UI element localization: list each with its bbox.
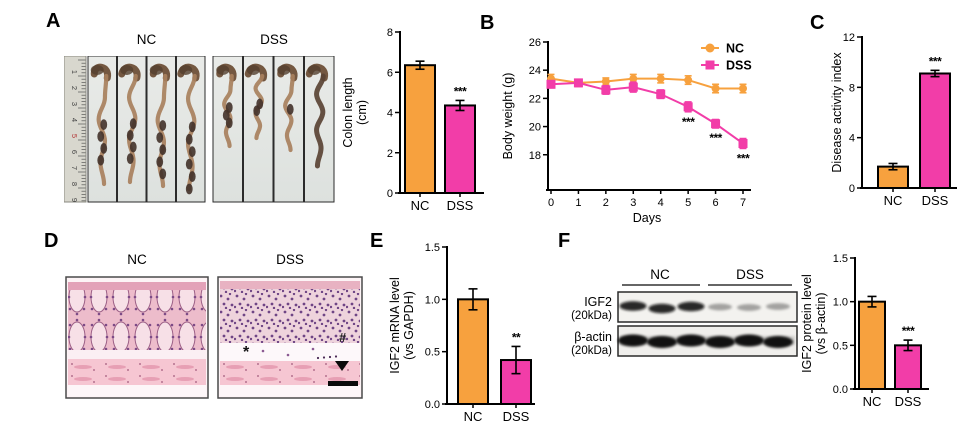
panel-e-label: E — [370, 230, 384, 252]
colon-photographs: 1 2 3 4 5 6 7 8 9 — [64, 56, 335, 203]
svg-text:6: 6 — [387, 67, 393, 79]
svg-text:9: 9 — [70, 198, 79, 202]
svg-text:(cm): (cm) — [355, 100, 369, 125]
panel-d-label: D — [44, 230, 59, 252]
svg-text:(20kDa): (20kDa) — [571, 345, 612, 357]
svg-text:5: 5 — [70, 134, 79, 138]
svg-text:18: 18 — [529, 150, 541, 162]
panel-c-label: C — [810, 12, 825, 34]
svg-text:DSS: DSS — [895, 394, 922, 409]
svg-text:6: 6 — [70, 150, 79, 154]
svg-text:20: 20 — [529, 122, 541, 134]
svg-text:DSS: DSS — [726, 59, 752, 73]
svg-text:0.0: 0.0 — [833, 384, 848, 396]
svg-text:1.5: 1.5 — [833, 253, 848, 265]
svg-text:0.0: 0.0 — [425, 399, 440, 411]
colon-length-chart: Colon length (cm) 0 2 4 6 8 NC *** DSS — [341, 27, 484, 213]
dai-chart: Disease activity index 0 4 8 12 NC *** DSS — [830, 32, 957, 208]
svg-text:3: 3 — [630, 197, 636, 209]
edema-star-annotation: * — [243, 344, 250, 361]
scale-bar — [328, 381, 358, 386]
svg-text:2: 2 — [603, 197, 609, 209]
svg-text:Colon length: Colon length — [341, 77, 355, 147]
svg-text:6: 6 — [713, 197, 719, 209]
svg-text:4: 4 — [658, 197, 664, 209]
svg-text:0.5: 0.5 — [425, 347, 440, 359]
svg-text:NC: NC — [411, 198, 430, 213]
panel-a-dss-label: DSS — [260, 32, 288, 47]
svg-text:NC: NC — [650, 267, 670, 282]
svg-text:β-actin: β-actin — [574, 330, 612, 344]
svg-text:0.5: 0.5 — [833, 340, 848, 352]
body-weight-chart: Body weight (g) 18 20 22 24 26 0 1 2 3 4 5 6 7 Days ***… — [501, 37, 752, 225]
svg-text:***: *** — [902, 324, 915, 338]
svg-text:NC: NC — [863, 394, 882, 409]
svg-text:IGF2: IGF2 — [584, 295, 612, 309]
svg-text:0: 0 — [548, 197, 554, 209]
panel-d-dss-label: DSS — [276, 252, 304, 267]
panel-d-nc-label: NC — [127, 252, 147, 267]
igf2-mrna-chart: IGF2 mRNA level (vs GAPDH) 0.0 0.5 1.0 1.5 NC *… — [388, 242, 535, 424]
arrowhead-annotation — [335, 361, 349, 371]
svg-text:(vs β-actin): (vs β-actin) — [814, 292, 828, 354]
svg-text:NC: NC — [726, 42, 744, 56]
svg-text:1.5: 1.5 — [425, 242, 440, 254]
svg-text:8: 8 — [849, 82, 855, 94]
svg-text:1.0: 1.0 — [833, 297, 848, 309]
svg-text:26: 26 — [529, 37, 541, 49]
svg-text:(vs GAPDH): (vs GAPDH) — [402, 291, 416, 360]
svg-text:12: 12 — [843, 32, 855, 44]
svg-text:DSS: DSS — [922, 193, 949, 208]
svg-text:4: 4 — [70, 118, 79, 122]
svg-text:7: 7 — [70, 166, 79, 170]
svg-text:0: 0 — [849, 183, 855, 195]
svg-text:4: 4 — [849, 133, 855, 145]
svg-text:5: 5 — [685, 197, 691, 209]
svg-text:1: 1 — [575, 197, 581, 209]
svg-text:***: *** — [454, 84, 467, 98]
svg-text:***: *** — [709, 131, 722, 145]
histology-images: * # — [65, 276, 363, 399]
svg-text:8: 8 — [70, 182, 79, 186]
svg-text:1.0: 1.0 — [425, 294, 440, 306]
svg-text:7: 7 — [740, 197, 746, 209]
svg-text:2: 2 — [70, 86, 79, 90]
svg-text:(20kDa): (20kDa) — [571, 310, 612, 322]
svg-text:***: *** — [929, 54, 942, 68]
svg-text:1: 1 — [70, 70, 79, 74]
svg-text:24: 24 — [529, 65, 541, 77]
svg-text:4: 4 — [387, 108, 393, 120]
svg-text:**: ** — [512, 330, 521, 344]
infiltrate-hash-annotation: # — [339, 330, 347, 345]
panel-a-label: A — [46, 10, 61, 32]
svg-text:DSS: DSS — [503, 409, 530, 424]
svg-text:NC: NC — [884, 193, 903, 208]
svg-text:IGF2 protein level: IGF2 protein level — [800, 274, 814, 373]
svg-text:Disease activity index: Disease activity index — [830, 52, 844, 173]
svg-text:Body weight (g): Body weight (g) — [501, 73, 515, 160]
igf2-protein-chart: IGF2 protein level (vs β-actin) 0.0 0.5 1.0 1… — [800, 253, 929, 409]
svg-text:***: *** — [682, 115, 695, 129]
svg-text:IGF2 mRNA level: IGF2 mRNA level — [388, 277, 402, 374]
svg-text:22: 22 — [529, 93, 541, 105]
panel-b-label: B — [480, 12, 495, 34]
svg-text:8: 8 — [387, 27, 393, 39]
panel-a-nc-label: NC — [136, 32, 157, 47]
svg-text:3: 3 — [70, 102, 79, 106]
svg-text:0: 0 — [387, 188, 393, 200]
panel-f-label: F — [558, 230, 571, 252]
svg-text:Days: Days — [633, 211, 661, 225]
svg-text:DSS: DSS — [736, 267, 764, 282]
svg-text:***: *** — [737, 151, 750, 165]
svg-text:NC: NC — [464, 409, 483, 424]
svg-text:2: 2 — [387, 148, 393, 160]
svg-text:DSS: DSS — [447, 198, 474, 213]
